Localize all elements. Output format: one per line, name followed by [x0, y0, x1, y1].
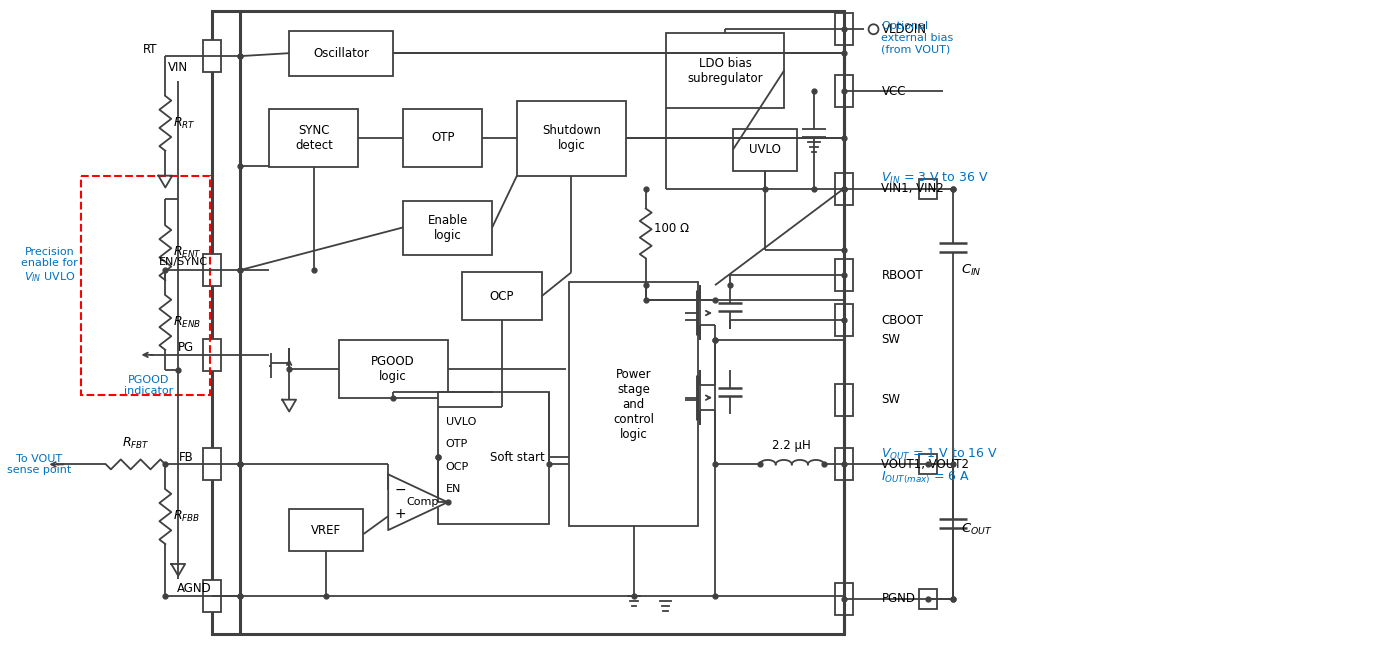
- Polygon shape: [388, 474, 447, 530]
- Text: OCP: OCP: [446, 463, 470, 472]
- Text: EN: EN: [446, 485, 461, 494]
- Text: VOUT1, VOUT2: VOUT1, VOUT2: [881, 458, 970, 471]
- Text: VREF: VREF: [312, 523, 341, 536]
- Bar: [920, 454, 936, 474]
- Bar: [82, 175, 211, 395]
- Text: RBOOT: RBOOT: [881, 269, 924, 281]
- Text: VIN1, VIN2: VIN1, VIN2: [881, 182, 945, 195]
- Text: Optional
external bias
(from VOUT): Optional external bias (from VOUT): [881, 21, 954, 54]
- Text: $C_{IN}$: $C_{IN}$: [961, 263, 982, 278]
- Text: $R_{RT}$: $R_{RT}$: [173, 116, 195, 131]
- Text: SW: SW: [881, 393, 900, 406]
- Text: VCC: VCC: [881, 85, 906, 98]
- Bar: [204, 580, 220, 612]
- Bar: [204, 254, 220, 286]
- Text: UVLO: UVLO: [749, 143, 781, 156]
- Bar: [835, 384, 853, 415]
- Bar: [463, 272, 542, 320]
- Bar: [569, 282, 698, 526]
- Bar: [666, 33, 784, 108]
- Bar: [517, 101, 626, 175]
- Bar: [835, 583, 853, 615]
- Bar: [269, 109, 359, 167]
- Text: OTP: OTP: [446, 439, 468, 450]
- Text: +: +: [395, 507, 406, 521]
- Text: FB: FB: [179, 451, 194, 464]
- Text: Precision
enable for
$V_{IN}$ UVLO: Precision enable for $V_{IN}$ UVLO: [21, 247, 78, 284]
- Bar: [835, 304, 853, 336]
- Text: Soft start: Soft start: [490, 451, 544, 464]
- Text: −: −: [395, 483, 406, 498]
- Text: 2.2 μH: 2.2 μH: [771, 439, 810, 452]
- Text: OTP: OTP: [431, 131, 454, 144]
- Text: Power
stage
and
control
logic: Power stage and control logic: [614, 367, 654, 441]
- Bar: [920, 179, 936, 199]
- Text: VLDOIN: VLDOIN: [881, 23, 927, 36]
- Text: To VOUT
sense point: To VOUT sense point: [7, 454, 72, 475]
- Text: AGND: AGND: [177, 582, 212, 595]
- Text: $C_{OUT}$: $C_{OUT}$: [961, 521, 992, 536]
- Text: EN/SYNC: EN/SYNC: [159, 258, 208, 267]
- Bar: [403, 201, 492, 256]
- Text: Enable
logic: Enable logic: [428, 214, 468, 242]
- Bar: [289, 509, 363, 551]
- Bar: [438, 391, 548, 524]
- Bar: [835, 448, 853, 480]
- Text: $I_{OUT(max)}$ = 6 A: $I_{OUT(max)}$ = 6 A: [881, 469, 971, 485]
- Text: SW: SW: [881, 333, 900, 346]
- Text: $R_{ENB}$: $R_{ENB}$: [173, 314, 201, 329]
- Bar: [733, 129, 798, 171]
- Text: PG: PG: [177, 342, 194, 355]
- Text: $V_{OUT}$ = 1 V to 16 V: $V_{OUT}$ = 1 V to 16 V: [881, 447, 999, 462]
- Text: PGND: PGND: [881, 592, 915, 606]
- Bar: [212, 12, 843, 633]
- Bar: [204, 339, 220, 371]
- Bar: [339, 340, 447, 398]
- Text: CBOOT: CBOOT: [881, 314, 924, 327]
- Bar: [403, 109, 482, 167]
- Text: $R_{FBB}$: $R_{FBB}$: [173, 509, 201, 523]
- Text: $V_{IN}$ = 3 V to 36 V: $V_{IN}$ = 3 V to 36 V: [881, 171, 989, 186]
- Text: Shutdown
logic: Shutdown logic: [542, 124, 601, 152]
- Bar: [835, 259, 853, 291]
- Text: UVLO: UVLO: [446, 417, 476, 426]
- Bar: [835, 173, 853, 204]
- Bar: [204, 448, 220, 480]
- Text: VIN: VIN: [168, 61, 188, 74]
- Text: Oscillator: Oscillator: [313, 47, 370, 60]
- Bar: [204, 40, 220, 72]
- Text: PGOOD
logic: PGOOD logic: [371, 355, 416, 383]
- Text: 100 Ω: 100 Ω: [654, 222, 688, 235]
- Text: OCP: OCP: [490, 290, 514, 303]
- Bar: [289, 31, 393, 76]
- Text: LDO bias
subregulator: LDO bias subregulator: [687, 56, 763, 85]
- Text: SYNC
detect: SYNC detect: [295, 124, 332, 152]
- Bar: [835, 75, 853, 107]
- Bar: [920, 589, 936, 609]
- Text: $R_{FBT}$: $R_{FBT}$: [122, 436, 150, 452]
- Text: PGOOD
indicator: PGOOD indicator: [123, 375, 173, 397]
- Text: $R_{ENT}$: $R_{ENT}$: [173, 245, 202, 260]
- Text: RT: RT: [143, 43, 158, 56]
- Bar: [835, 14, 853, 45]
- Text: Comp: Comp: [407, 498, 439, 507]
